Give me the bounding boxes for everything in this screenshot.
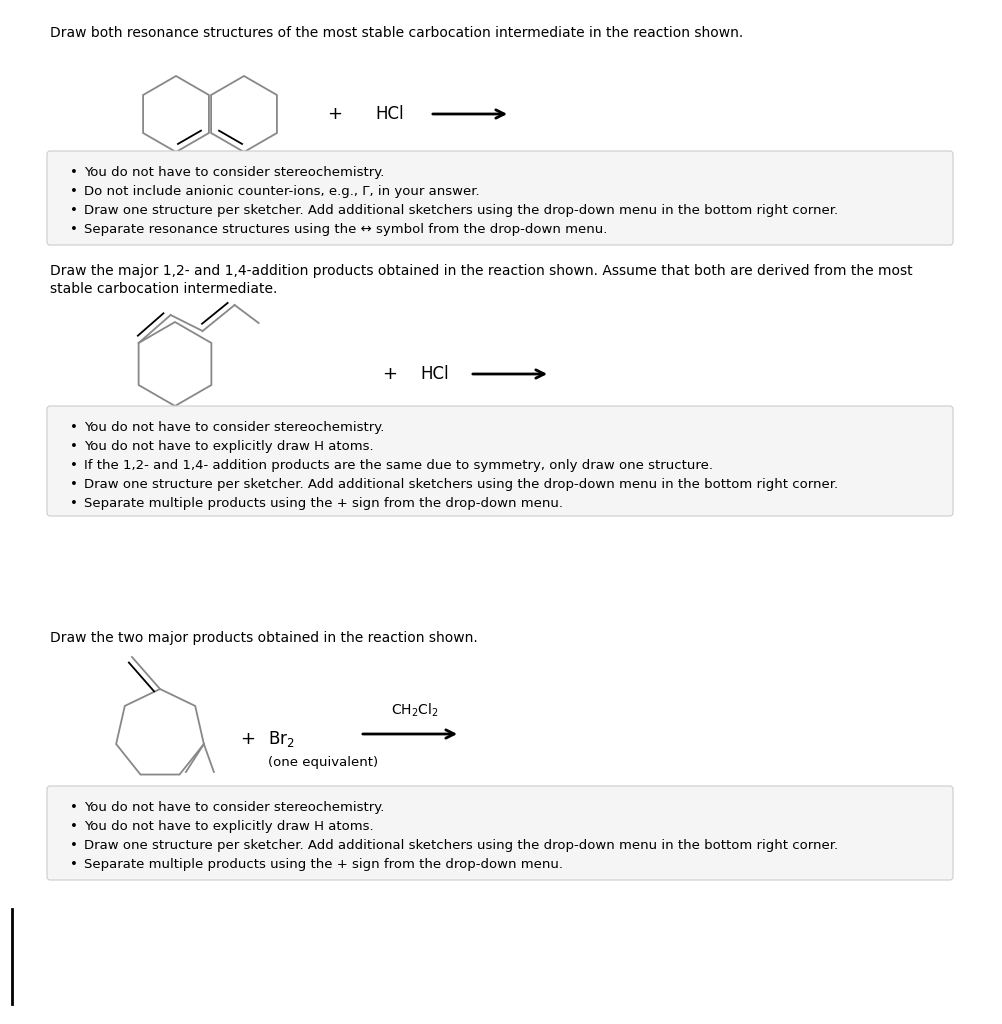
- Text: •: •: [70, 421, 78, 434]
- Text: Do not include anionic counter-ions, e.g., Γ, in your answer.: Do not include anionic counter-ions, e.g…: [84, 185, 479, 198]
- Text: •: •: [70, 185, 78, 198]
- Text: •: •: [70, 497, 78, 510]
- Text: Draw one structure per sketcher. Add additional sketchers using the drop-down me: Draw one structure per sketcher. Add add…: [84, 204, 838, 217]
- Text: Draw the two major products obtained in the reaction shown.: Draw the two major products obtained in …: [50, 631, 477, 645]
- Text: •: •: [70, 204, 78, 217]
- Text: •: •: [70, 801, 78, 814]
- FancyBboxPatch shape: [47, 786, 952, 880]
- Text: Draw both resonance structures of the most stable carbocation intermediate in th: Draw both resonance structures of the mo…: [50, 26, 742, 40]
- Text: •: •: [70, 858, 78, 871]
- Text: You do not have to explicitly draw H atoms.: You do not have to explicitly draw H ato…: [84, 820, 374, 833]
- Text: •: •: [70, 223, 78, 236]
- Text: Draw one structure per sketcher. Add additional sketchers using the drop-down me: Draw one structure per sketcher. Add add…: [84, 478, 838, 490]
- Text: +: +: [328, 105, 342, 123]
- Text: •: •: [70, 478, 78, 490]
- Text: •: •: [70, 459, 78, 472]
- Text: •: •: [70, 820, 78, 833]
- Text: Draw one structure per sketcher. Add additional sketchers using the drop-down me: Draw one structure per sketcher. Add add…: [84, 839, 838, 852]
- Text: You do not have to explicitly draw H atoms.: You do not have to explicitly draw H ato…: [84, 440, 374, 453]
- Text: HCl: HCl: [375, 105, 403, 123]
- Text: You do not have to consider stereochemistry.: You do not have to consider stereochemis…: [84, 166, 384, 179]
- Text: Br$_2$: Br$_2$: [268, 729, 295, 749]
- Text: (one equivalent): (one equivalent): [268, 756, 378, 769]
- Text: You do not have to consider stereochemistry.: You do not have to consider stereochemis…: [84, 421, 384, 434]
- Text: HCl: HCl: [420, 365, 448, 383]
- Text: Separate resonance structures using the ↔ symbol from the drop-down menu.: Separate resonance structures using the …: [84, 223, 607, 236]
- FancyBboxPatch shape: [47, 151, 952, 245]
- Text: Separate multiple products using the + sign from the drop-down menu.: Separate multiple products using the + s…: [84, 497, 562, 510]
- Text: +: +: [240, 730, 256, 748]
- Text: Draw the major 1,2- and 1,4-addition products obtained in the reaction shown. As: Draw the major 1,2- and 1,4-addition pro…: [50, 264, 912, 278]
- Text: If the 1,2- and 1,4- addition products are the same due to symmetry, only draw o: If the 1,2- and 1,4- addition products a…: [84, 459, 712, 472]
- Text: •: •: [70, 839, 78, 852]
- Text: •: •: [70, 440, 78, 453]
- Text: CH$_2$Cl$_2$: CH$_2$Cl$_2$: [391, 701, 439, 719]
- Text: stable carbocation intermediate.: stable carbocation intermediate.: [50, 282, 278, 296]
- Text: +: +: [382, 365, 397, 383]
- Text: Separate multiple products using the + sign from the drop-down menu.: Separate multiple products using the + s…: [84, 858, 562, 871]
- Text: You do not have to consider stereochemistry.: You do not have to consider stereochemis…: [84, 801, 384, 814]
- FancyBboxPatch shape: [47, 406, 952, 516]
- Text: •: •: [70, 166, 78, 179]
